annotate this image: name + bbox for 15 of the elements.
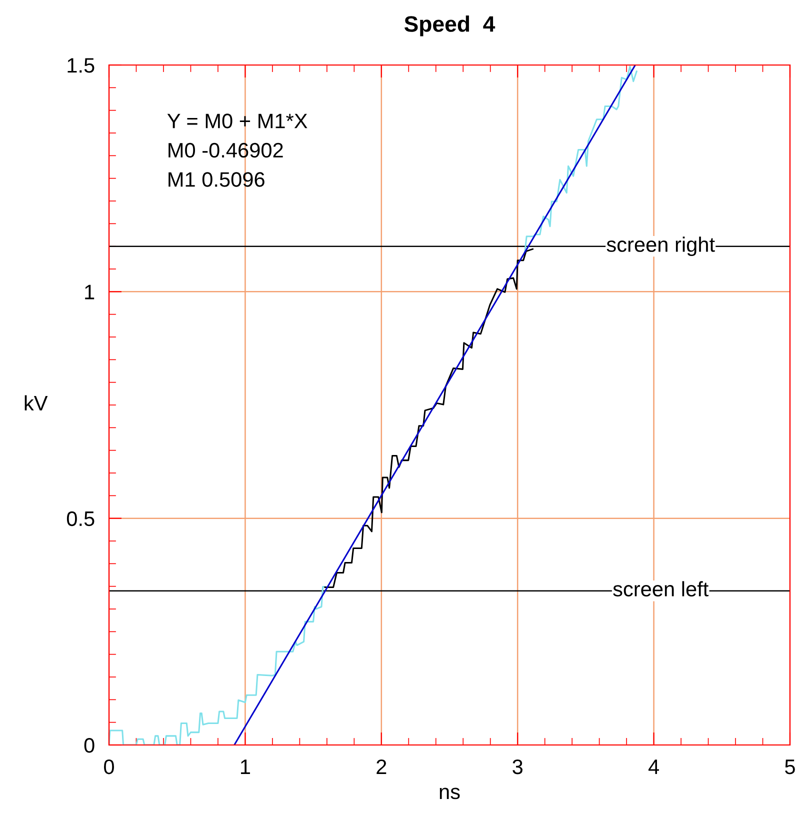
x-tick-label: 0	[104, 759, 114, 774]
y-tick-label: 1.5	[68, 58, 94, 73]
x-tick-label: 5	[785, 760, 795, 774]
x-tick-label: 2	[376, 759, 386, 774]
chart-title: Speed 4	[404, 16, 496, 36]
ref-line-label: screen left	[613, 581, 709, 596]
y-axis-title: kV	[24, 395, 48, 410]
x-tick-label: 1	[240, 760, 250, 774]
ref-line-label: screen right	[606, 236, 715, 256]
y-tick-label: 1	[85, 284, 94, 300]
x-tick-label: 4	[648, 760, 659, 774]
x-axis-title: ns	[440, 788, 460, 800]
x-tick-label: 3	[512, 759, 522, 774]
y-tick-label: 0.5	[66, 511, 94, 526]
y-tick-label: 0	[84, 738, 94, 753]
